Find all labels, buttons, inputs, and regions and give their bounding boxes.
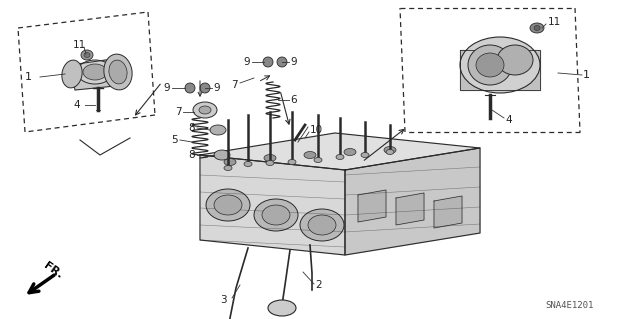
Text: 1: 1 xyxy=(583,70,590,80)
Ellipse shape xyxy=(224,166,232,170)
Ellipse shape xyxy=(497,45,533,75)
Polygon shape xyxy=(434,196,462,228)
Ellipse shape xyxy=(314,158,322,162)
Polygon shape xyxy=(345,148,480,255)
Ellipse shape xyxy=(244,161,252,167)
Ellipse shape xyxy=(83,64,107,80)
Text: 8: 8 xyxy=(188,123,195,133)
Ellipse shape xyxy=(262,205,290,225)
Text: 9: 9 xyxy=(163,83,170,93)
Ellipse shape xyxy=(304,152,316,159)
Ellipse shape xyxy=(185,83,195,93)
Ellipse shape xyxy=(268,300,296,316)
Ellipse shape xyxy=(300,209,344,241)
Ellipse shape xyxy=(530,23,544,33)
Ellipse shape xyxy=(224,159,236,166)
Ellipse shape xyxy=(344,149,356,155)
Ellipse shape xyxy=(104,54,132,90)
Ellipse shape xyxy=(210,125,226,135)
Text: 4: 4 xyxy=(505,115,511,125)
Text: 6: 6 xyxy=(290,95,296,105)
Text: FR.: FR. xyxy=(42,260,65,280)
Text: 4: 4 xyxy=(73,100,79,110)
Ellipse shape xyxy=(81,50,93,60)
Ellipse shape xyxy=(468,45,512,85)
Ellipse shape xyxy=(336,154,344,160)
Text: 9: 9 xyxy=(243,57,250,67)
Ellipse shape xyxy=(384,146,396,153)
Text: 7: 7 xyxy=(175,107,182,117)
Ellipse shape xyxy=(460,37,540,93)
Text: 2: 2 xyxy=(315,280,322,290)
Ellipse shape xyxy=(193,102,217,118)
Ellipse shape xyxy=(361,152,369,158)
Ellipse shape xyxy=(264,154,276,161)
Polygon shape xyxy=(358,190,386,222)
Ellipse shape xyxy=(206,189,250,221)
Ellipse shape xyxy=(277,57,287,67)
Ellipse shape xyxy=(62,60,82,88)
Ellipse shape xyxy=(386,150,394,154)
Text: 11: 11 xyxy=(73,40,86,50)
Ellipse shape xyxy=(263,57,273,67)
Polygon shape xyxy=(200,155,345,255)
Text: 9: 9 xyxy=(290,57,296,67)
Text: SNA4E1201: SNA4E1201 xyxy=(545,300,593,309)
Ellipse shape xyxy=(109,60,127,84)
Text: 1: 1 xyxy=(25,72,32,82)
Polygon shape xyxy=(200,133,480,170)
Text: 11: 11 xyxy=(548,17,561,27)
Ellipse shape xyxy=(266,160,274,166)
Text: 3: 3 xyxy=(220,295,227,305)
Text: 9: 9 xyxy=(213,83,220,93)
Polygon shape xyxy=(70,58,125,90)
Text: 10: 10 xyxy=(310,125,323,135)
Ellipse shape xyxy=(254,199,298,231)
Ellipse shape xyxy=(214,195,242,215)
Text: 5: 5 xyxy=(172,135,178,145)
Ellipse shape xyxy=(77,60,113,84)
Ellipse shape xyxy=(84,53,90,57)
Ellipse shape xyxy=(308,215,336,235)
Ellipse shape xyxy=(199,106,211,114)
Text: 7: 7 xyxy=(232,80,238,90)
Ellipse shape xyxy=(476,53,504,77)
Polygon shape xyxy=(396,193,424,225)
Polygon shape xyxy=(460,50,540,90)
Ellipse shape xyxy=(200,83,210,93)
Text: 8: 8 xyxy=(188,150,195,160)
Ellipse shape xyxy=(214,150,230,160)
Ellipse shape xyxy=(534,26,540,31)
Ellipse shape xyxy=(288,160,296,165)
